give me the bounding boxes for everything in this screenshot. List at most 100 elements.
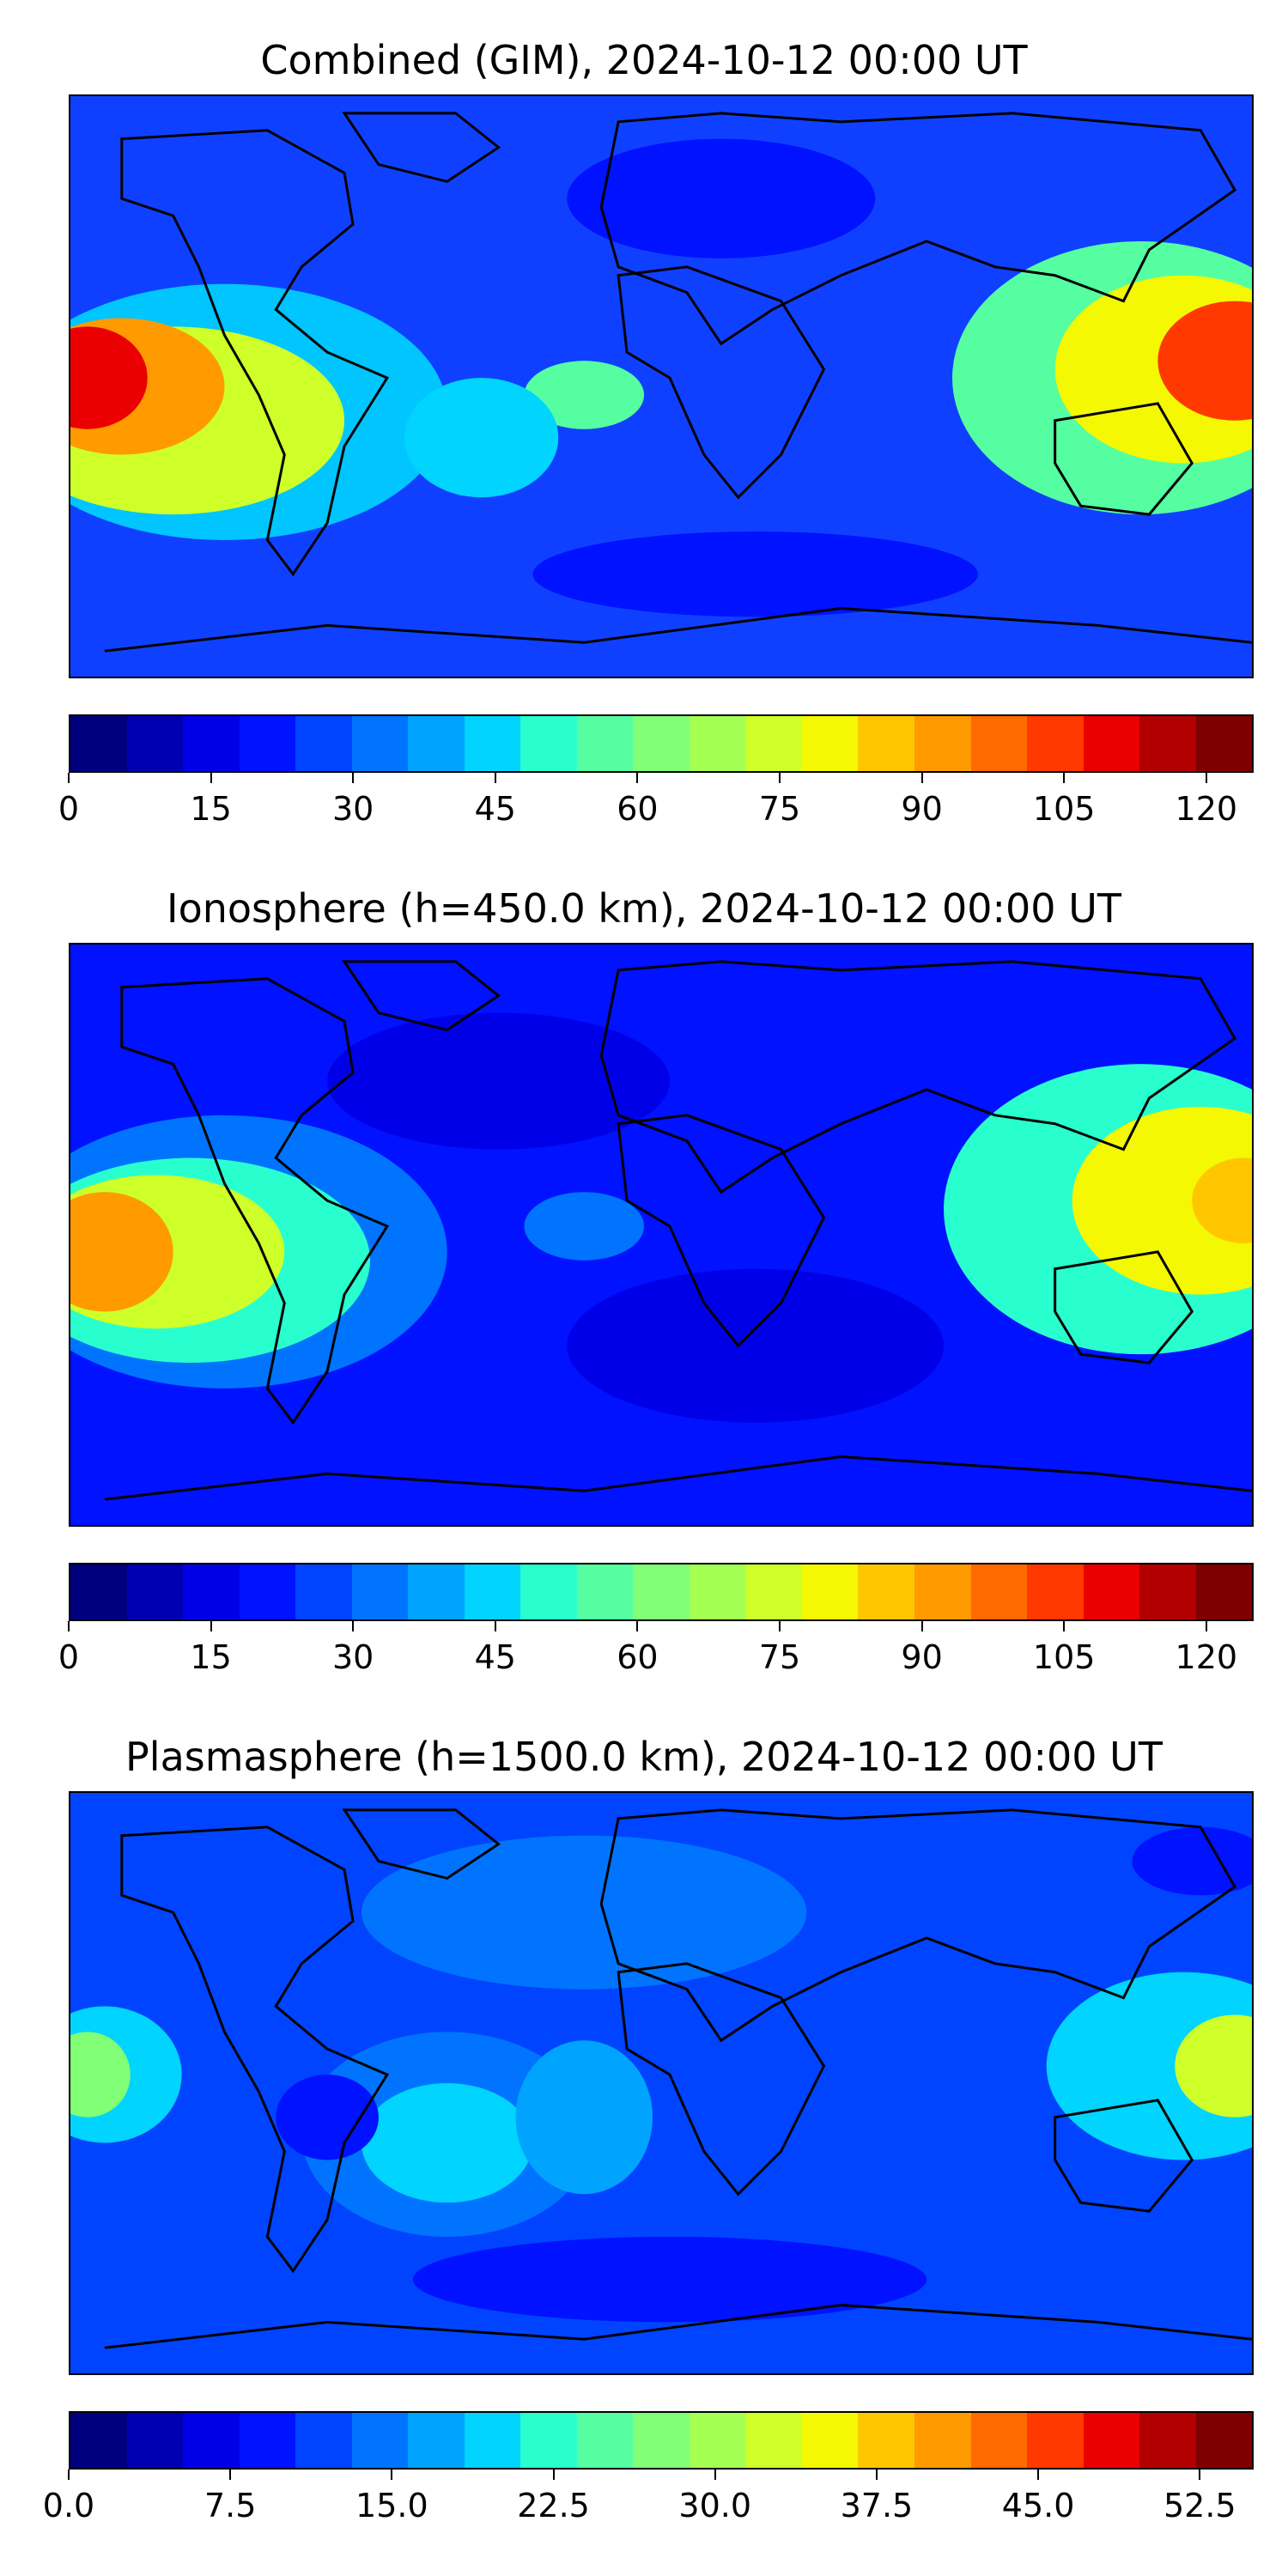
map-plasmasphere — [69, 1791, 1254, 2375]
coastlines — [104, 1808, 1252, 2349]
colorbar-segment — [520, 2413, 577, 2468]
colorbar-segment — [914, 1564, 971, 1619]
colorbar-segment — [745, 1564, 802, 1619]
colorbar-tick-label: 15.0 — [355, 2487, 428, 2524]
colorbar-tick-label: 75 — [758, 1638, 801, 1676]
colorbar-segment — [970, 1564, 1028, 1619]
colorbar-tick-label: 45 — [474, 790, 516, 828]
colorbar-segment — [351, 2413, 409, 2468]
colorbar-tick-label: 15 — [190, 790, 232, 828]
colorbar-segment — [239, 2413, 296, 2468]
colorbar-segment — [183, 716, 240, 771]
colorbar-segment — [1027, 716, 1084, 771]
colorbar-tick-label: 90 — [901, 790, 943, 828]
colorbar-segment — [801, 716, 859, 771]
colorbar-tick — [68, 1621, 70, 1631]
colorbar-ticks-combined: 0 15 30 45 60 75 90 105 120 — [58, 773, 1254, 828]
colorbar-segment — [1027, 1564, 1084, 1619]
colorbar-tick-label: 52.5 — [1163, 2487, 1236, 2524]
colorbar-tick — [779, 1621, 781, 1631]
colorbar-ionosphere — [69, 1563, 1254, 1621]
colorbar-tick — [1063, 773, 1066, 783]
colorbar-segment — [70, 2413, 127, 2468]
colorbar-segment — [239, 716, 296, 771]
colorbar-segment — [745, 2413, 802, 2468]
colorbar-tick-label: 7.5 — [204, 2487, 257, 2524]
colorbar-segment — [183, 2413, 240, 2468]
colorbar-segment — [1139, 716, 1196, 771]
panel-title-combined: Combined (GIM), 2024-10-12 00:00 UT — [260, 37, 1028, 83]
colorbar-segment — [295, 2413, 352, 2468]
colorbar-segment — [970, 716, 1028, 771]
colorbar-segment — [126, 2413, 184, 2468]
colorbar-segment — [689, 716, 746, 771]
colorbar-segment — [408, 716, 465, 771]
colorbar-segment — [464, 716, 521, 771]
colorbar-segment — [520, 716, 577, 771]
colorbar-tick — [68, 773, 70, 783]
coastlines — [104, 112, 1252, 653]
colorbar-segment — [126, 1564, 184, 1619]
colorbar-segment — [801, 2413, 859, 2468]
colorbar-segment — [408, 2413, 465, 2468]
colorbar-tick — [636, 773, 639, 783]
colorbar-tick-label: 30 — [332, 790, 374, 828]
colorbar-plasmasphere — [69, 2411, 1254, 2470]
colorbar-segment — [295, 1564, 352, 1619]
colorbar-segment — [914, 716, 971, 771]
colorbar-segment — [858, 716, 914, 771]
panel-title-plasmasphere: Plasmasphere (h=1500.0 km), 2024-10-12 0… — [125, 1734, 1163, 1780]
colorbar-segment — [633, 716, 690, 771]
colorbar-segment — [689, 1564, 746, 1619]
colorbar-segment — [858, 1564, 914, 1619]
tec-map-ionosphere — [70, 945, 1252, 1525]
colorbar-tick — [494, 1621, 496, 1631]
colorbar-tick-label: 15 — [190, 1638, 232, 1676]
colorbar-segment — [1139, 1564, 1196, 1619]
colorbar-tick-label: 22.5 — [517, 2487, 590, 2524]
colorbar-segment — [351, 716, 409, 771]
colorbar-tick — [1037, 2470, 1040, 2480]
colorbar-tick-label: 37.5 — [840, 2487, 914, 2524]
colorbar-segment — [633, 1564, 690, 1619]
colorbar-tick-label: 0 — [58, 1638, 80, 1676]
coastlines — [104, 960, 1252, 1501]
colorbar-segment — [801, 1564, 859, 1619]
tec-map-plasmasphere — [70, 1793, 1252, 2373]
colorbar-tick — [352, 1621, 355, 1631]
colorbar-tick-label: 0.0 — [42, 2487, 95, 2524]
tec-map-combined — [70, 96, 1252, 677]
colorbar-segment — [408, 1564, 465, 1619]
colorbar-tick-label: 45 — [474, 1638, 516, 1676]
colorbar-tick — [210, 1621, 212, 1631]
colorbar-segment — [689, 2413, 746, 2468]
colorbar-segment — [70, 1564, 127, 1619]
colorbar-tick — [636, 1621, 639, 1631]
colorbar-tick-label: 120 — [1175, 1638, 1238, 1676]
colorbar-combined — [69, 714, 1254, 773]
colorbar-segment — [239, 1564, 296, 1619]
colorbar-tick-label: 0 — [58, 790, 80, 828]
colorbar-segment — [1139, 2413, 1196, 2468]
colorbar-tick — [714, 2470, 716, 2480]
colorbar-tick — [391, 2470, 393, 2480]
colorbar-segment — [914, 2413, 971, 2468]
colorbar-tick-label: 75 — [758, 790, 801, 828]
colorbar-segment — [351, 1564, 409, 1619]
colorbar-tick — [1063, 1621, 1066, 1631]
map-ionosphere — [69, 943, 1254, 1527]
colorbar-tick-label: 105 — [1032, 790, 1096, 828]
colorbar-tick-label: 120 — [1175, 790, 1238, 828]
colorbar-tick-label: 30.0 — [678, 2487, 752, 2524]
colorbar-tick — [1199, 2470, 1201, 2480]
colorbar-tick-label: 60 — [617, 790, 659, 828]
colorbar-tick — [875, 2470, 878, 2480]
colorbar-tick — [1205, 773, 1207, 783]
colorbar-segment — [858, 2413, 914, 2468]
colorbar-segment — [970, 2413, 1028, 2468]
colorbar-segment — [295, 716, 352, 771]
colorbar-ticks-plasmasphere: 0.0 7.5 15.0 22.5 30.0 37.5 45.0 52.5 — [43, 2470, 1254, 2524]
colorbar-tick — [68, 2470, 70, 2480]
colorbar-tick-label: 60 — [617, 1638, 659, 1676]
colorbar-segment — [1083, 716, 1140, 771]
